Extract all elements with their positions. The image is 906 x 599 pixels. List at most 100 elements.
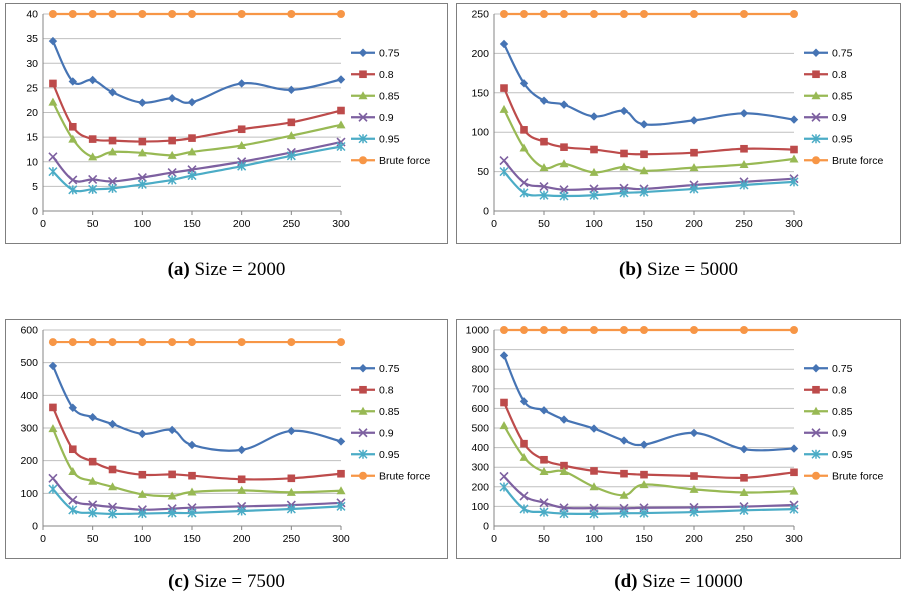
y-tick-label: 50 — [477, 166, 489, 178]
y-tick-label: 600 — [20, 325, 38, 337]
legend-marker — [812, 471, 820, 480]
data-point — [639, 120, 649, 129]
legend-item: 0.95 — [351, 134, 400, 146]
y-tick-label: 400 — [471, 442, 489, 454]
data-point — [286, 487, 296, 496]
data-point — [690, 472, 698, 480]
data-point — [49, 403, 57, 412]
legend-item: 0.85 — [351, 91, 400, 103]
data-point — [499, 167, 509, 177]
data-point — [68, 10, 77, 18]
y-tick-label: 500 — [20, 357, 38, 369]
chart-frame: 0 5 10 15 20 25 30 35 40 0 50 100 150 200 250 300 0.75 0.… — [5, 3, 448, 244]
data-point — [138, 137, 147, 146]
data-point — [519, 188, 529, 198]
legend-item: 0.8 — [351, 385, 394, 397]
data-point — [137, 179, 147, 189]
data-point — [68, 466, 78, 475]
legend-item: Brute force — [351, 155, 431, 167]
data-point — [287, 338, 296, 347]
legend-item: 0.85 — [804, 406, 853, 418]
data-point — [88, 457, 97, 466]
data-point — [539, 190, 549, 200]
series-square — [49, 79, 345, 146]
series-line — [502, 355, 795, 452]
series-line — [503, 87, 795, 156]
data-point — [790, 145, 798, 154]
y-tick-label: 5 — [32, 181, 38, 193]
data-point — [690, 148, 698, 157]
legend-label: 0.8 — [379, 385, 394, 397]
data-point — [88, 10, 97, 18]
data-point — [237, 485, 247, 494]
legend-item: 0.95 — [351, 449, 400, 461]
y-tick-label: 250 — [471, 9, 489, 21]
x-tick-label: 150 — [635, 218, 653, 230]
data-point — [540, 137, 548, 146]
legend-item: 0.75 — [804, 363, 853, 375]
legend-marker — [811, 364, 821, 373]
legend-marker — [358, 112, 368, 122]
data-point — [108, 509, 118, 519]
y-tick-label: 200 — [20, 455, 38, 467]
series-x — [499, 156, 799, 195]
data-point — [68, 185, 78, 195]
data-point — [49, 79, 57, 88]
legend-marker — [811, 91, 821, 100]
data-point — [739, 444, 749, 454]
data-point — [790, 326, 798, 334]
data-point — [520, 326, 528, 334]
series-diamond — [48, 36, 346, 107]
legend-marker — [812, 70, 820, 79]
data-point — [336, 120, 346, 129]
data-point — [138, 98, 147, 107]
y-tick-label: 100 — [471, 127, 489, 139]
data-point — [519, 504, 529, 514]
legend-marker — [811, 406, 821, 415]
series-line — [503, 43, 795, 126]
data-point — [168, 136, 176, 145]
data-point — [188, 10, 196, 18]
legend-item: 0.9 — [804, 428, 847, 440]
series-triangle — [48, 97, 346, 161]
data-point — [689, 507, 699, 517]
series-line — [503, 170, 795, 198]
y-tick-label: 700 — [471, 383, 489, 395]
data-point — [286, 151, 296, 161]
legend-item: 0.75 — [351, 48, 400, 60]
caption-letter: (d) — [614, 571, 638, 592]
data-point — [167, 175, 177, 185]
y-tick-label: 100 — [471, 501, 489, 513]
series-star — [499, 167, 799, 201]
series-diamond — [499, 351, 799, 454]
data-point — [108, 147, 118, 156]
y-tick-label: 40 — [26, 9, 38, 21]
data-point — [336, 437, 346, 446]
legend-item: Brute force — [351, 471, 431, 483]
data-point — [69, 445, 77, 454]
data-point — [237, 475, 246, 484]
x-tick-label: 100 — [134, 218, 152, 230]
data-point — [69, 122, 77, 131]
data-point — [108, 419, 117, 429]
series-line — [503, 402, 795, 480]
data-point — [539, 406, 549, 415]
series-line — [503, 159, 795, 191]
data-point — [287, 85, 296, 95]
data-point — [540, 326, 548, 334]
x-tick-label: 50 — [538, 218, 550, 230]
data-point — [88, 413, 97, 422]
legend-marker — [811, 134, 821, 144]
data-point — [640, 470, 648, 479]
data-point — [739, 180, 749, 190]
data-point — [107, 502, 118, 512]
data-point — [337, 469, 345, 478]
chart-plot: 0 100 200 300 400 500 600 0 50 100 150 200 250 300 0.7… — [20, 325, 431, 546]
series-line — [51, 40, 342, 104]
data-point — [590, 10, 598, 18]
legend-item: 0.95 — [804, 449, 853, 461]
series-circle — [500, 326, 798, 334]
legend-item: 0.75 — [351, 363, 400, 375]
legend-label: Brute force — [379, 155, 431, 167]
data-point — [137, 148, 147, 157]
